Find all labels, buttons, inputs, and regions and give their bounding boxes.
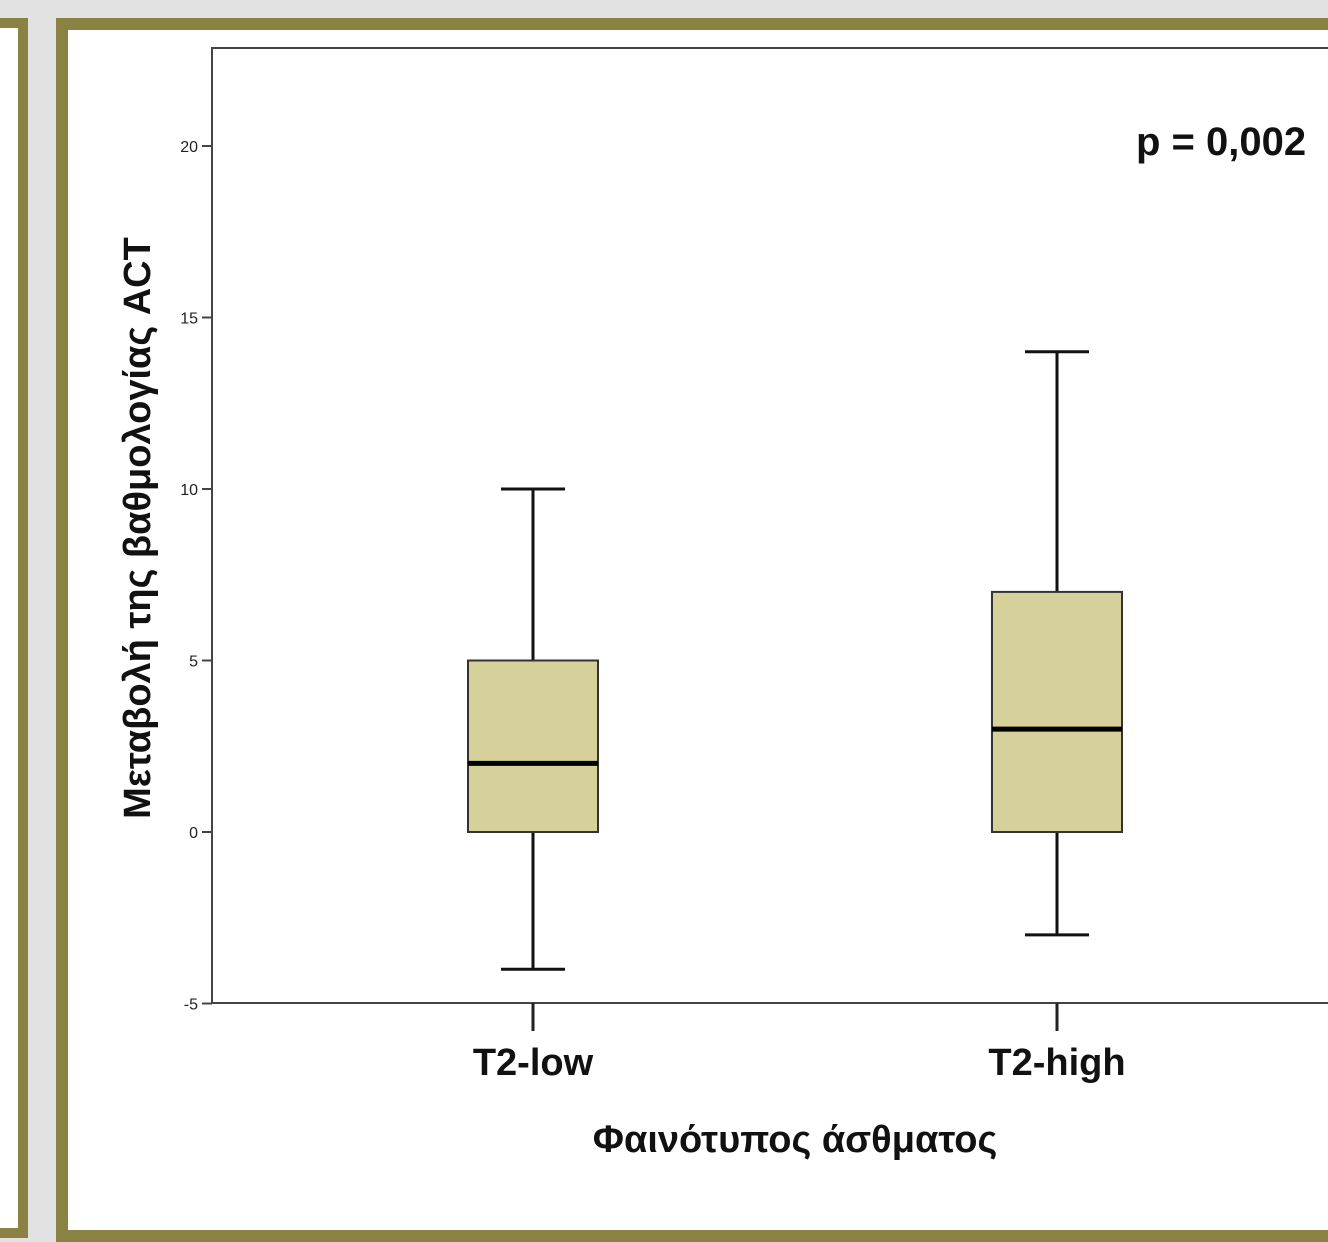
boxplot-chart: -5 0 5 10 15 20 T2-low T2-high Μεταβολή της βα… — [117, 47, 1328, 1161]
y-axis-title: Μεταβολή της βαθμολογίας ACT — [117, 237, 159, 819]
x-axis-title: Φαινότυπος άσθματος — [593, 1119, 997, 1161]
x-tick-label: T2-low — [473, 1042, 594, 1084]
y-axis: -5 0 5 10 15 20 — [180, 139, 212, 1014]
iqr-box — [991, 590, 1123, 834]
y-tick-label: 10 — [180, 482, 198, 499]
y-tick-label: -5 — [184, 997, 198, 1014]
box-t2-low — [467, 487, 599, 971]
left-panel-frame — [0, 18, 28, 1238]
plot-frame — [211, 47, 1328, 1004]
y-tick-label: 0 — [189, 825, 198, 842]
boxes — [467, 350, 1123, 971]
p-value-annotation: p = 0,002 — [1136, 120, 1306, 164]
y-tick-label: 15 — [180, 311, 198, 328]
iqr-box — [467, 659, 599, 833]
x-axis: T2-low T2-high — [473, 1003, 1126, 1084]
y-tick-label: 5 — [189, 654, 198, 671]
x-tick-label: T2-high — [988, 1042, 1125, 1084]
box-t2-high — [991, 350, 1123, 937]
y-tick-label: 20 — [180, 139, 198, 156]
plot-area — [211, 47, 1328, 1004]
